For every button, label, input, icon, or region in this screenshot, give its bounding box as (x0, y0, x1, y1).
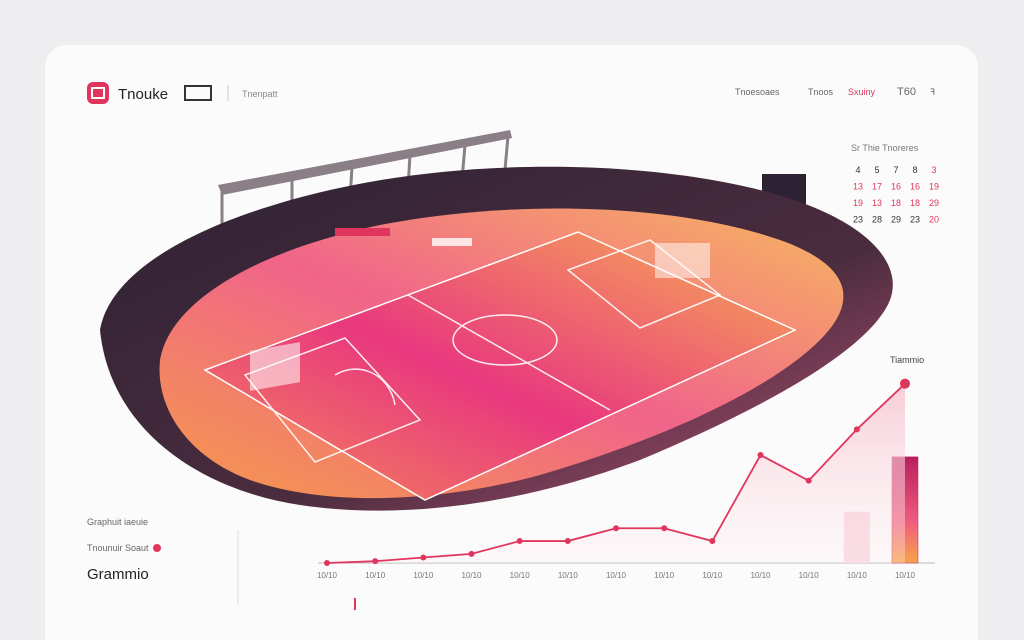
point (661, 525, 668, 532)
calendar-day: 13 (872, 198, 882, 208)
x-tick-label: 10/10 (895, 571, 916, 580)
calendar-day: 8 (912, 165, 917, 175)
banner (335, 228, 390, 236)
calendar-day: 7 (893, 165, 898, 175)
x-tick-label: 10/10 (317, 571, 338, 580)
x-tick-label: 10/10 (847, 571, 868, 580)
chart-label: Tiammio (890, 355, 924, 365)
x-tick-label: 10/10 (654, 571, 675, 580)
calendar-header: Sr Thie Tnoreres (851, 143, 919, 153)
calendar-day: 18 (891, 198, 901, 208)
calendar-day: 18 (910, 198, 920, 208)
x-tick-label: 10/10 (558, 571, 579, 580)
x-tick-label: 10/10 (413, 571, 434, 580)
calendar-day: 23 (853, 215, 863, 225)
nav-item[interactable]: Tnoesoaes (735, 87, 780, 97)
caption: Graphuit iaeuie (87, 517, 148, 527)
subtitle: Tnenpatt (242, 89, 278, 99)
point (468, 550, 475, 557)
calendar-day: 5 (874, 165, 879, 175)
calendar-day: 29 (929, 198, 939, 208)
calendar-day: 23 (910, 215, 920, 225)
goal (655, 243, 710, 278)
calendar-day: 3 (931, 165, 936, 175)
point (900, 378, 910, 389)
nav-item[interactable]: Tnoos (808, 87, 834, 97)
goal (250, 342, 300, 391)
pitch-lines (243, 239, 722, 463)
nav-item[interactable]: T60 (897, 86, 916, 98)
x-tick-label: 10/10 (799, 571, 820, 580)
area (327, 383, 905, 563)
nav-item[interactable]: Sxuiny (848, 87, 876, 97)
x-tick-label: 10/10 (510, 571, 531, 580)
logo-mark (184, 85, 212, 101)
point (420, 554, 427, 561)
calendar-day: 13 (853, 182, 863, 192)
point (757, 452, 764, 459)
name: Grammio (87, 566, 149, 583)
calendar-day: 17 (872, 182, 882, 192)
calendar-day: 29 (891, 215, 901, 225)
x-tick-label: 10/10 (365, 571, 386, 580)
calendar-day: 19 (853, 198, 863, 208)
label: Tnounuir Soaut (87, 543, 149, 553)
x-tick-label: 10/10 (702, 571, 723, 580)
indicator (153, 544, 161, 552)
x-tick-label: 10/10 (461, 571, 482, 580)
point (853, 426, 860, 433)
point (372, 558, 379, 565)
logo-glyph (91, 87, 105, 99)
nav-item[interactable]: ꟻ (930, 87, 935, 97)
logo-text: Tnouke (118, 86, 168, 103)
calendar-day: 4 (855, 165, 860, 175)
point (564, 538, 571, 545)
pitch (203, 231, 797, 501)
point (613, 525, 619, 532)
calendar-day: 19 (929, 182, 939, 192)
x-tick-label: 10/10 (750, 571, 771, 580)
point (709, 538, 716, 545)
logo-icon (87, 82, 109, 104)
point (324, 560, 330, 566)
point (516, 538, 523, 545)
point (805, 477, 812, 484)
calendar-day: 20 (929, 215, 939, 225)
stadium (100, 130, 893, 511)
banner (432, 238, 472, 246)
x-tick-label: 10/10 (606, 571, 627, 580)
calendar-day: 28 (872, 215, 882, 225)
calendar-day: 16 (891, 182, 901, 192)
calendar-day: 16 (910, 182, 920, 192)
